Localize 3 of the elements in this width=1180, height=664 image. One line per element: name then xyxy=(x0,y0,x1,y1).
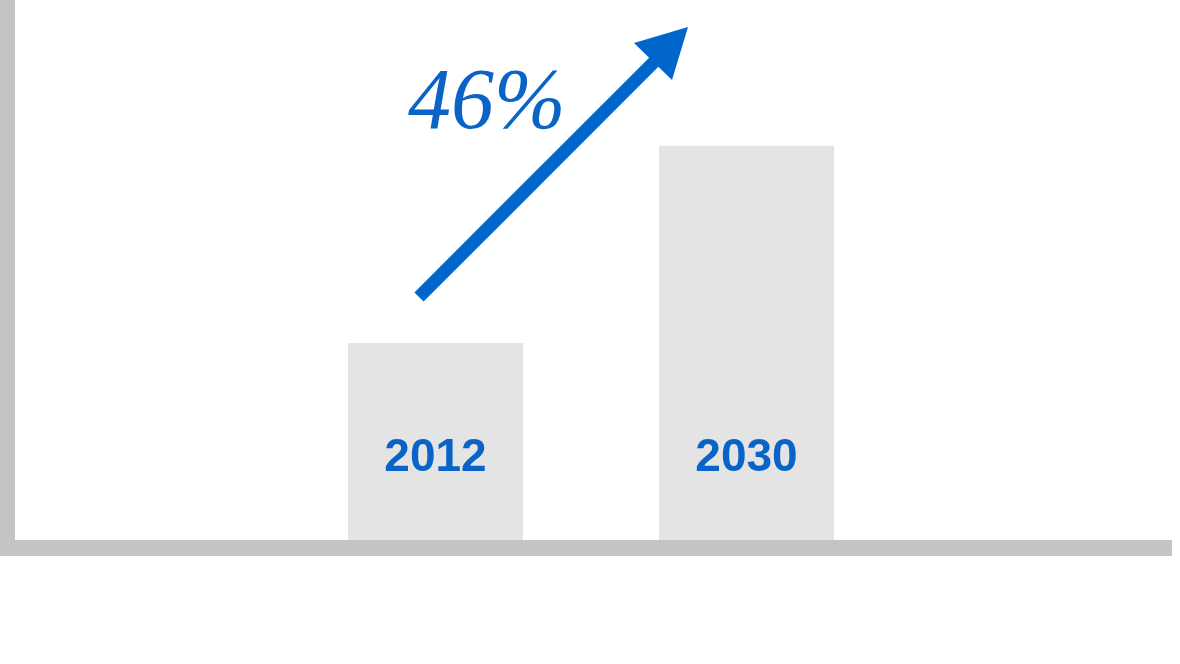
x-tick-label: 2030 xyxy=(695,428,798,481)
x-tick-label: 2012 xyxy=(384,428,487,481)
annotation: 46% xyxy=(408,51,566,147)
